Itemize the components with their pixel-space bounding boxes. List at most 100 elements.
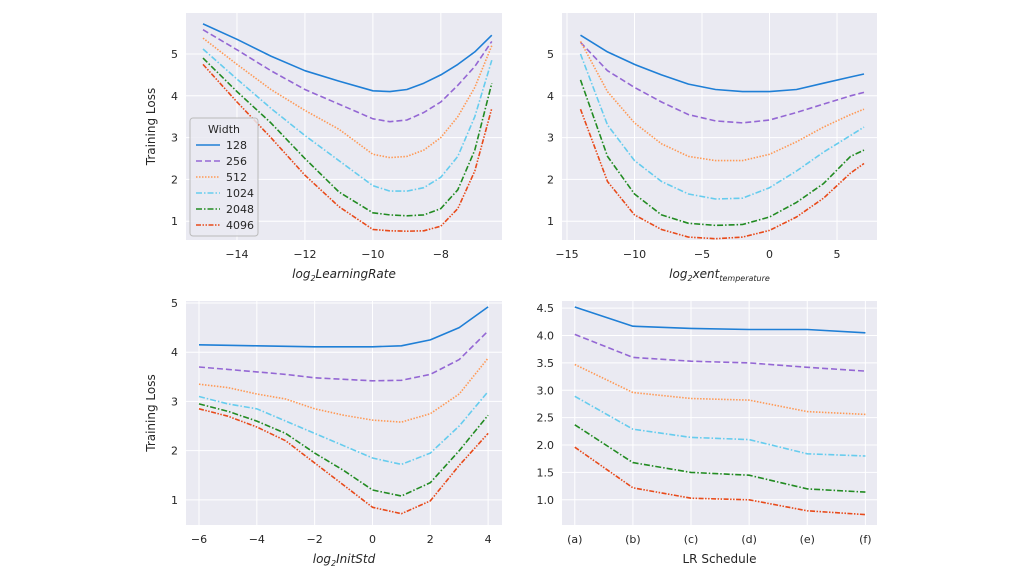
y-tick-label: 1.5 [537, 466, 555, 479]
y-tick-label: 4.5 [537, 302, 555, 315]
series-line-512 [574, 363, 866, 416]
x-axis-label: log2InitStd [313, 552, 376, 568]
legend-title: Width [208, 123, 240, 136]
legend-box [189, 117, 259, 237]
y-tick-label: 4 [547, 90, 554, 103]
x-tick-label: (a) [567, 533, 582, 546]
series-line-512 [202, 37, 493, 159]
legend-label-256: 256 [226, 155, 247, 168]
y-tick-label: 4 [171, 346, 178, 359]
x-tick-label: (f) [859, 533, 871, 546]
x-axis-label: log2LearningRate [292, 267, 396, 283]
y-tick-label: 3.0 [537, 384, 555, 397]
y-tick-label: 2 [547, 173, 554, 186]
y-tick-label: 4.0 [537, 330, 555, 343]
x-axis-label: LR Schedule [683, 552, 757, 566]
x-axis-label-part: log [292, 267, 311, 281]
x-axis-label-part: xent [692, 267, 721, 281]
series-line-2048 [202, 57, 493, 217]
x-tick-label: 0 [369, 533, 376, 546]
y-tick-label: 4 [171, 90, 178, 103]
y-tick-label: 5 [171, 48, 178, 61]
x-tick-label: 5 [834, 248, 841, 261]
x-axis-label-part: log [669, 267, 688, 281]
series-line-2048 [579, 79, 865, 227]
legend-label-128: 128 [226, 139, 247, 152]
x-tick-label: −2 [307, 533, 323, 546]
y-tick-label: 2.5 [537, 412, 555, 425]
x-axis-label-part: log [313, 552, 332, 566]
x-tick-label: −10 [623, 248, 646, 261]
y-tick-label: 3.5 [537, 357, 555, 370]
y-tick-label: 1 [171, 215, 178, 228]
x-tick-label: −8 [433, 248, 449, 261]
x-tick-label: −10 [361, 248, 384, 261]
x-tick-label: (c) [684, 533, 699, 546]
legend-label-4096: 4096 [226, 219, 254, 232]
series-line-256 [574, 333, 866, 372]
x-tick-label: 4 [485, 533, 492, 546]
plot-background [562, 301, 877, 525]
x-tick-label: −14 [225, 248, 248, 261]
legend-label-512: 512 [226, 171, 247, 184]
y-tick-label: 2 [171, 173, 178, 186]
y-tick-label: 3 [547, 132, 554, 145]
y-tick-label: 5 [547, 48, 554, 61]
y-tick-label: 1 [171, 494, 178, 507]
x-axis-label-part: InitStd [336, 552, 376, 566]
series-line-2048 [198, 403, 489, 497]
series-line-1024 [198, 391, 489, 466]
y-tick-label: 1 [547, 215, 554, 228]
series-line-128 [202, 23, 493, 93]
y-tick-label: 5 [171, 297, 178, 310]
x-axis-label-part: 2 [687, 274, 692, 283]
series-line-512 [198, 357, 489, 423]
x-axis-label-part: 2 [310, 274, 315, 283]
y-axis-label: Training Loss [144, 374, 158, 452]
series-line-1024 [579, 53, 865, 200]
plot-background [562, 13, 877, 240]
x-tick-label: (b) [625, 533, 641, 546]
series-line-1024 [574, 395, 866, 457]
x-tick-label: −12 [293, 248, 316, 261]
legend-label-1024: 1024 [226, 187, 254, 200]
series-line-2048 [574, 424, 866, 493]
series-line-4096 [202, 63, 493, 232]
series-line-256 [579, 41, 865, 124]
y-tick-label: 3 [171, 395, 178, 408]
x-tick-label: −4 [249, 533, 265, 546]
legend: Width 128 256 512 1024 2048 4096 [189, 117, 259, 237]
y-tick-label: 3 [171, 132, 178, 145]
x-tick-label: 0 [766, 248, 773, 261]
plot-background [186, 301, 502, 525]
series-line-4096 [198, 408, 489, 515]
x-axis-label-part: LR Schedule [683, 552, 757, 566]
x-tick-label: (e) [800, 533, 815, 546]
y-tick-label: 1.0 [537, 494, 555, 507]
x-axis-label-part: LearningRate [316, 267, 396, 281]
subplot-4: (a) (b) (c) (d) (e) (f) 1.0 1.5 2.0 2.5 3.0 3.5 4.0 4… [537, 301, 877, 566]
series-line-4096 [574, 446, 866, 516]
x-axis-label: log2xenttemperature [669, 267, 770, 283]
y-tick-label: 2 [171, 445, 178, 458]
series-line-4096 [579, 108, 865, 240]
y-axis-label: Training Loss [144, 88, 158, 166]
legend-label-2048: 2048 [226, 203, 254, 216]
x-axis-label-part: 2 [331, 559, 336, 568]
series-line-512 [579, 41, 865, 162]
x-axis-label-part: temperature [719, 274, 770, 283]
series-line-256 [202, 29, 493, 123]
y-tick-label: 2.0 [537, 439, 555, 452]
x-tick-label: −5 [694, 248, 710, 261]
x-tick-label: (d) [741, 533, 757, 546]
series-line-128 [580, 34, 865, 93]
x-tick-label: 2 [427, 533, 434, 546]
series-line-128 [198, 306, 489, 348]
x-tick-label: −6 [191, 533, 207, 546]
series-line-256 [198, 330, 489, 382]
series-line-128 [574, 306, 866, 334]
x-tick-label: −15 [555, 248, 578, 261]
